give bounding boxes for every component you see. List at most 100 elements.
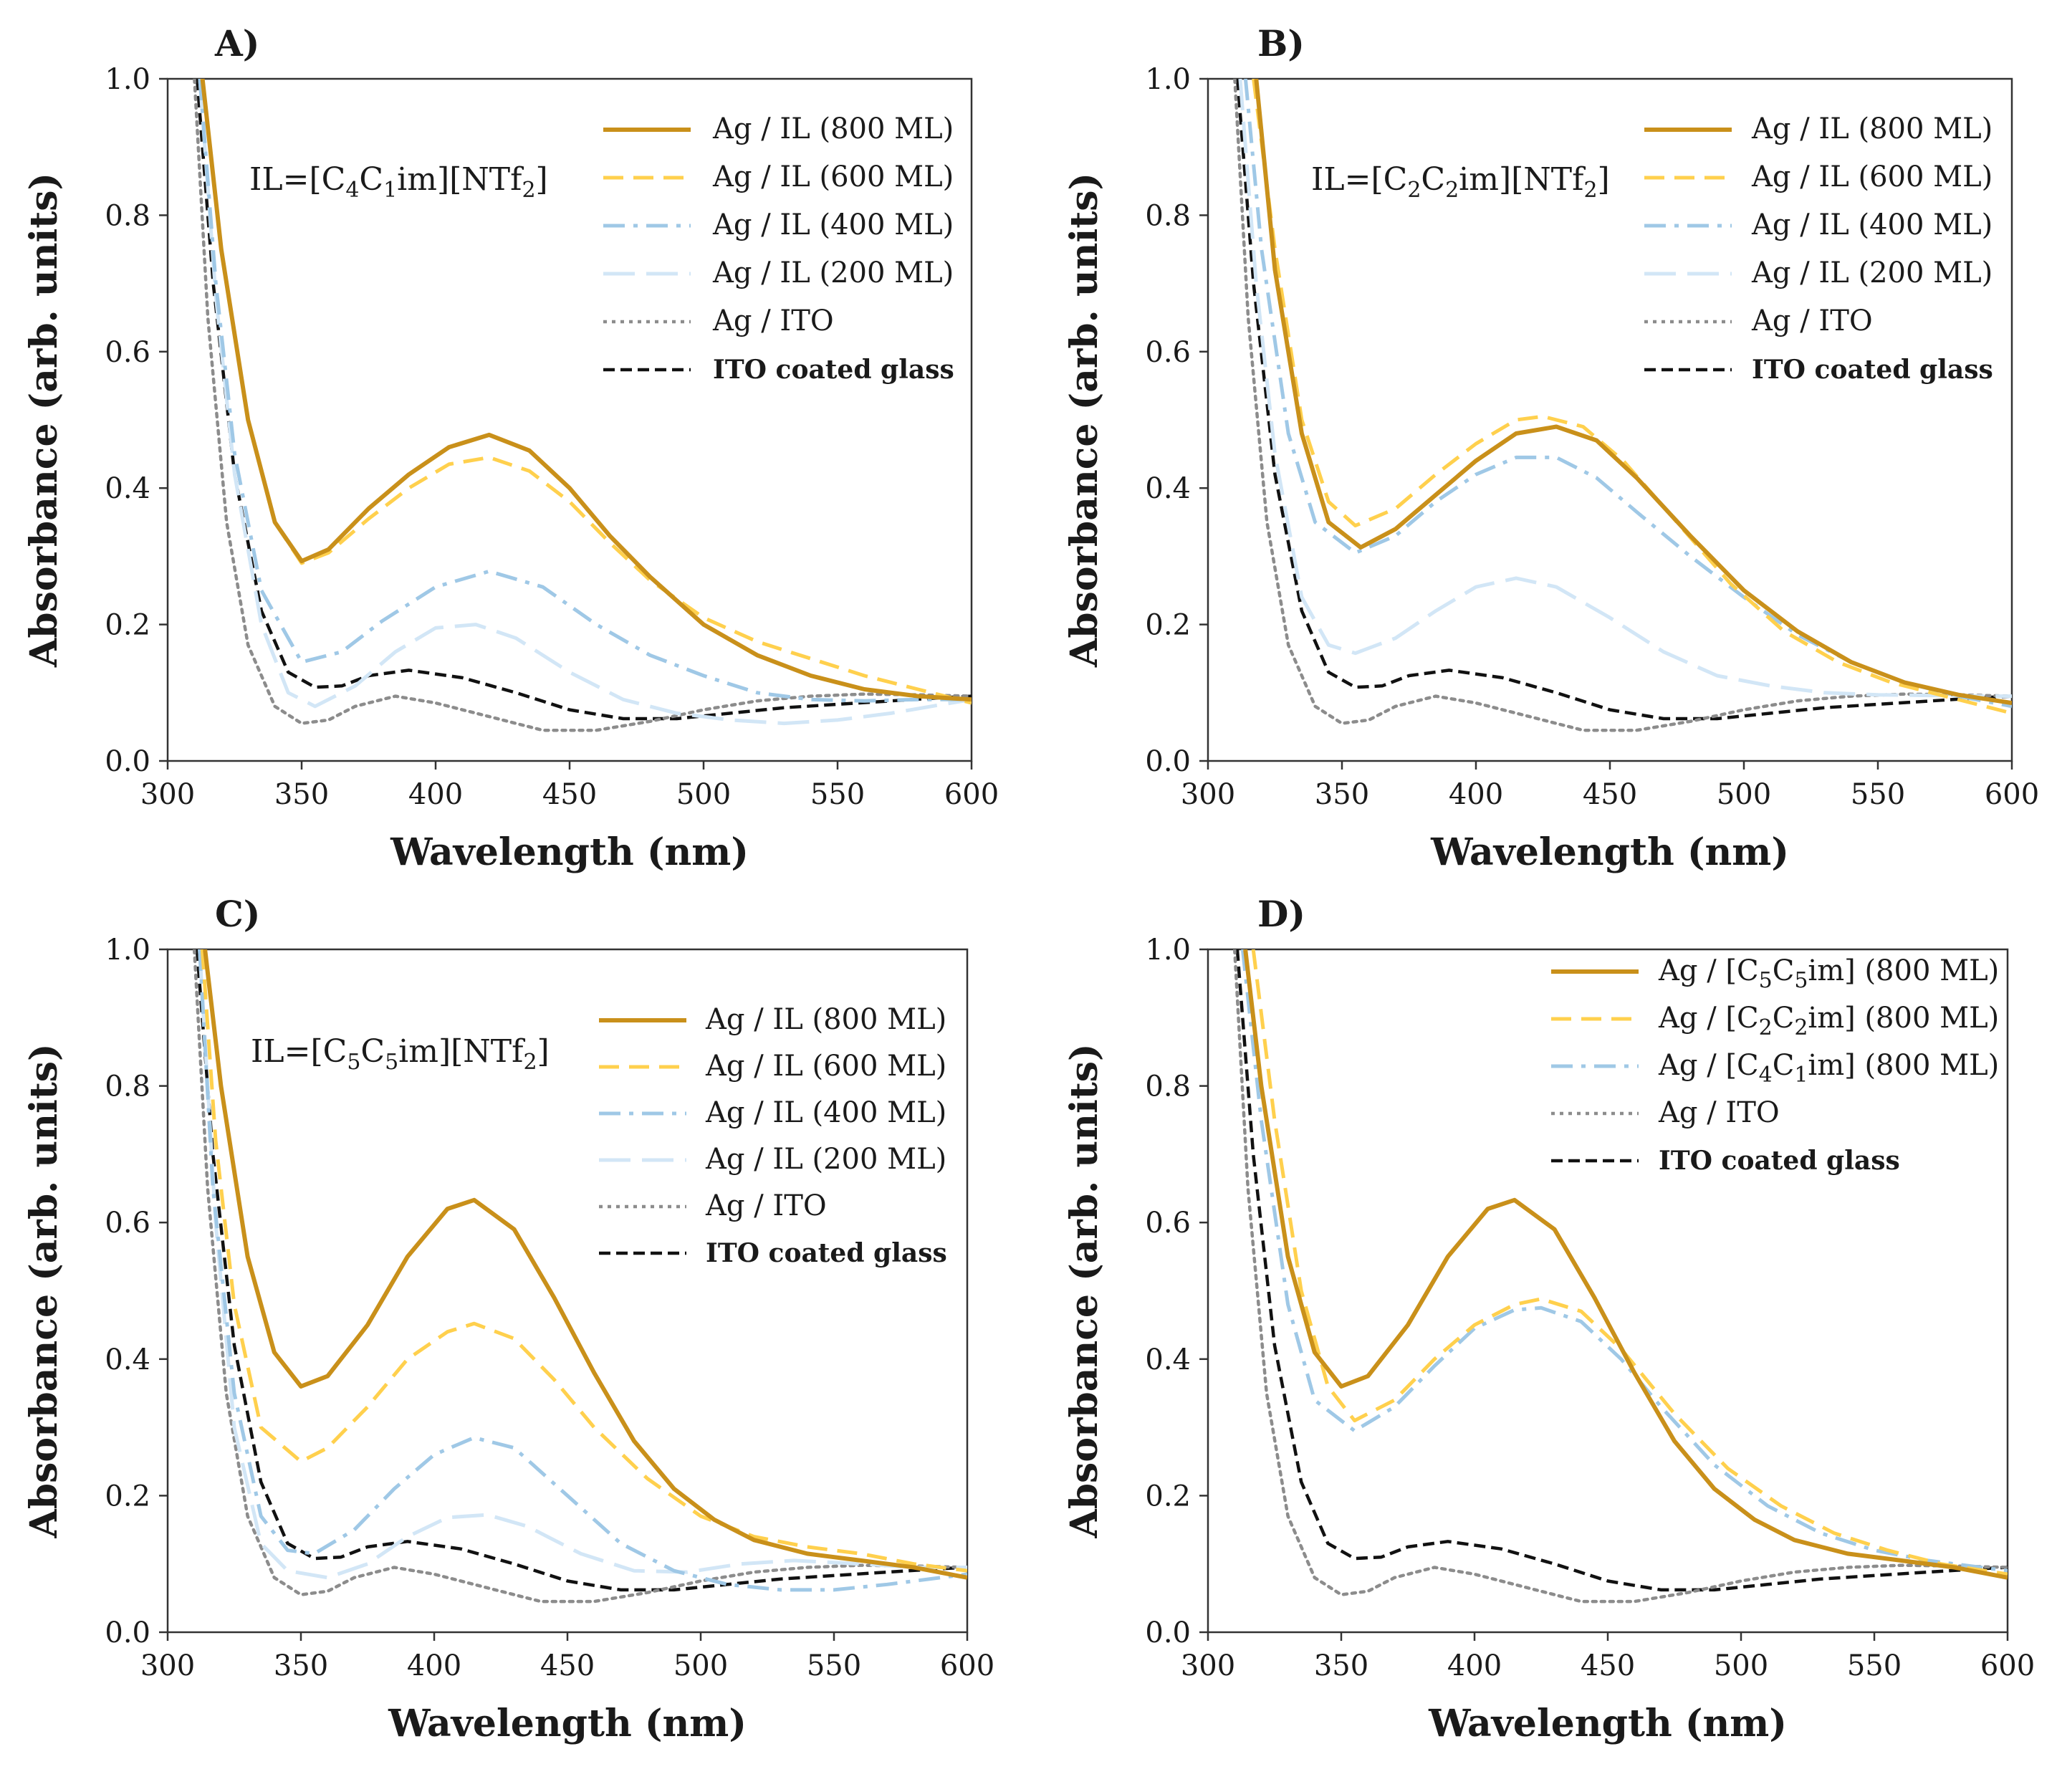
x-tick-label: 300 (1181, 1649, 1235, 1682)
y-tick-label: 0.8 (105, 199, 150, 232)
x-axis-title: Wavelength (nm) (1430, 830, 1789, 874)
x-tick-label: 600 (940, 1649, 994, 1682)
panel-label: A) (214, 22, 259, 64)
x-tick-label: 300 (1181, 778, 1235, 811)
legend-label: ITO coated glass (1659, 1146, 1900, 1176)
y-tick-label: 1.0 (105, 934, 150, 967)
y-tick-label: 0.2 (1145, 1480, 1191, 1513)
legend: Ag / IL (800 ML) Ag / IL (600 ML) Ag / IL … (1644, 112, 1993, 385)
x-tick-label: 500 (1717, 778, 1771, 811)
x-tick-label: 350 (274, 778, 329, 811)
y-tick-label: 0.6 (1145, 1207, 1191, 1240)
series-line-ito-coated-glass (1235, 79, 2012, 721)
series-line-ag-il-200-ml (1238, 79, 2012, 699)
series-line-ag-ito (1232, 949, 2008, 1604)
series-line-ag-il-400-ml (198, 949, 967, 1592)
legend-label: Ag / IL (800 ML) (712, 112, 954, 145)
ionic-liquid-annotation: IL=[C4C1im][NTf2] (249, 161, 548, 203)
panel-label: B) (1257, 22, 1305, 64)
x-tick-label: 550 (807, 1649, 861, 1682)
y-tick-label: 0.6 (105, 336, 150, 369)
legend-label: Ag / IL (400 ML) (712, 209, 954, 241)
x-axis-title: Wavelength (nm) (1428, 1702, 1787, 1745)
y-tick-label: 1.0 (1145, 934, 1191, 967)
legend-label: Ag / IL (200 ML) (1751, 257, 1993, 289)
panel-b: 0.0 0.2 0.4 0.6 0.8 1.0 300 350 400 450 500 550 600 W… (1063, 22, 2039, 874)
series-line-ag-il-600-ml (1252, 79, 2012, 715)
legend-label: Ag / IL (400 ML) (705, 1096, 946, 1129)
legend-label: Ag / IL (600 ML) (1751, 160, 1993, 193)
x-tick-label: 400 (408, 778, 463, 811)
y-tick-label: 0.4 (1145, 1343, 1191, 1376)
panel-label: C) (215, 893, 260, 935)
x-tick-label: 450 (540, 1649, 595, 1682)
legend-label: Ag / IL (600 ML) (712, 160, 954, 193)
y-axis-title: Absorbance (arb. units) (22, 1043, 66, 1538)
x-tick-label: 550 (1851, 778, 1905, 811)
legend-label: ITO coated glass (713, 355, 954, 385)
y-tick-label: 0.8 (1145, 199, 1191, 232)
panel-d: 0.0 0.2 0.4 0.6 0.8 1.0 300 350 400 450 500 550 600 W… (1063, 893, 2035, 1745)
series-line-ito-coated-glass (195, 79, 972, 721)
y-tick-label: 0.0 (1145, 745, 1191, 778)
x-axis-title: Wavelength (nm) (388, 1702, 747, 1745)
series-line-ag-c2c2im-800-ml (1251, 949, 2008, 1576)
panel-a: 0.0 0.2 0.4 0.6 0.8 1.0 300 350 400 450 500 550 600 W… (22, 22, 999, 874)
x-tick-label: 600 (1985, 778, 2039, 811)
y-tick-label: 0.4 (105, 1343, 150, 1376)
series-line-ag-il-400-ml (198, 79, 972, 703)
series-line-ito-coated-glass (1235, 949, 2008, 1592)
series-lines (192, 949, 967, 1604)
x-tick-label: 350 (1314, 1649, 1368, 1682)
y-tick-label: 0.0 (105, 745, 150, 778)
series-line-ag-c5c5im-800-ml (1243, 949, 2008, 1580)
x-tick-label: 400 (1447, 1649, 1502, 1682)
series-line-ag-il-600-ml (200, 949, 967, 1573)
y-tick-label: 0.0 (1145, 1616, 1191, 1649)
x-tick-label: 400 (1449, 778, 1503, 811)
legend-label: ITO coated glass (1752, 355, 1993, 385)
y-tick-label: 0.8 (1145, 1070, 1191, 1103)
x-tick-label: 450 (1583, 778, 1637, 811)
legend-label: Ag / IL (400 ML) (1751, 209, 1993, 241)
y-tick-label: 0.0 (105, 1616, 150, 1649)
y-tick-label: 0.6 (1145, 336, 1191, 369)
series-line-ito-coated-glass (195, 949, 967, 1592)
legend-label: Ag / ITO (1751, 305, 1873, 337)
y-tick-label: 0.4 (1145, 472, 1191, 505)
legend: Ag / [C5C5im] (800 ML) Ag / [C2C2im] (800… (1551, 954, 1999, 1176)
legend-label: ITO coated glass (706, 1238, 947, 1268)
y-axis-title: Absorbance (arb. units) (1063, 173, 1106, 668)
series-line-ag-il-200-ml (198, 949, 967, 1580)
legend-label: Ag / ITO (705, 1189, 827, 1222)
y-tick-label: 0.6 (105, 1207, 150, 1240)
x-tick-label: 300 (140, 1649, 195, 1682)
x-tick-label: 500 (676, 778, 731, 811)
series-line-ag-il-200-ml (198, 79, 972, 726)
panel-label: D) (1257, 893, 1305, 935)
series-line-ag-il-800-ml (203, 949, 967, 1580)
x-tick-label: 400 (407, 1649, 461, 1682)
y-tick-label: 1.0 (105, 63, 150, 96)
y-tick-label: 0.2 (1145, 609, 1191, 642)
legend-label: Ag / IL (200 ML) (712, 257, 954, 289)
series-line-ag-c4c1im-800-ml (1240, 949, 2008, 1573)
x-tick-label: 500 (1714, 1649, 1768, 1682)
y-tick-label: 0.4 (105, 472, 150, 505)
x-tick-label: 450 (542, 778, 597, 811)
legend-label: Ag / ITO (1658, 1096, 1780, 1129)
y-axis-title: Absorbance (arb. units) (22, 173, 66, 668)
legend-label: Ag / IL (800 ML) (705, 1003, 946, 1036)
legend-label: Ag / IL (600 ML) (705, 1050, 946, 1083)
panel-c: 0.0 0.2 0.4 0.6 0.8 1.0 300 350 400 450 500 550 600 W… (22, 893, 994, 1745)
x-tick-label: 350 (274, 1649, 328, 1682)
x-tick-label: 550 (1847, 1649, 1902, 1682)
x-tick-label: 600 (1980, 1649, 2035, 1682)
legend: Ag / IL (800 ML) Ag / IL (600 ML) Ag / IL … (599, 1003, 947, 1268)
series-lines (1232, 949, 2008, 1604)
ionic-liquid-annotation: IL=[C2C2im][NTf2] (1311, 161, 1610, 203)
x-tick-label: 550 (810, 778, 865, 811)
y-tick-label: 0.8 (105, 1070, 150, 1103)
